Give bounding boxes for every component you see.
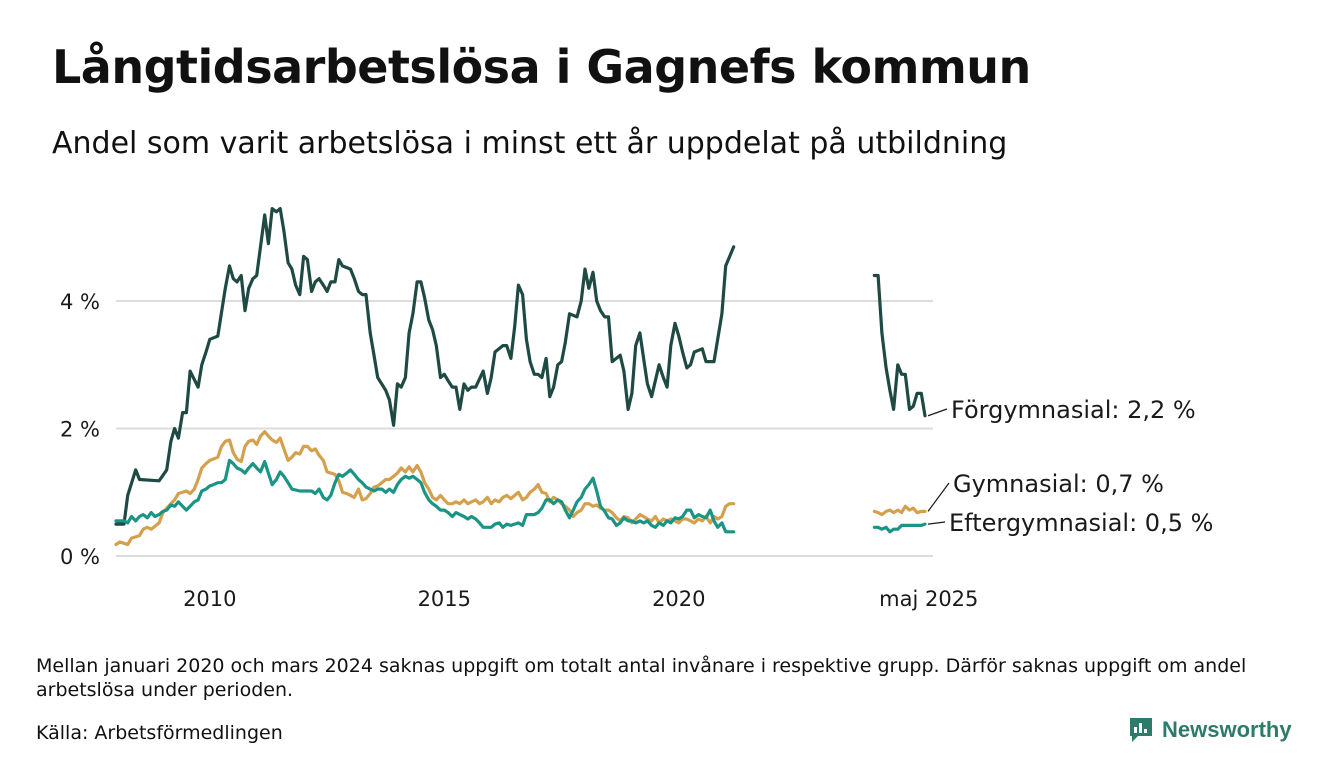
x-tick-label: 2010	[183, 587, 236, 611]
label-connector-eftergymnasial	[927, 521, 946, 525]
line-chart: Förgymnasial: 2,2 % Gymnasial: 0,7 % Efter…	[60, 207, 1213, 611]
newsworthy-logo-icon	[1130, 718, 1152, 742]
series-line-eftergymnasial-2	[872, 522, 927, 534]
label-connector-frgymnasial	[927, 408, 948, 417]
chart-title: Långtidsarbetslösa i Gagnefs kommun	[52, 40, 1031, 94]
source-note: Källa: Arbetsförmedlingen	[36, 722, 283, 744]
y-tick-label: 2 %	[60, 418, 100, 442]
x-tick-label: 2015	[418, 587, 471, 611]
brand-logo[interactable]: Newsworthy	[1128, 716, 1292, 744]
label-connector-gymnasial	[927, 482, 950, 512]
series-line-gymnasial-2	[872, 504, 927, 517]
series-label-gymnasial: Gymnasial: 0,7 %	[953, 470, 1164, 498]
axis-labels: 0 % 2 % 4 % 2010 2015 2020 maj 2025	[60, 290, 978, 611]
chart-footnote: Mellan januari 2020 och mars 2024 saknas…	[36, 655, 1247, 701]
series-lines	[114, 207, 927, 547]
chart-subtitle: Andel som varit arbetslösa i minst ett å…	[52, 126, 1008, 161]
series-label-eftergymnasial: Eftergymnasial: 0,5 %	[949, 509, 1213, 537]
series-line-frgymnasial-2	[872, 273, 927, 418]
x-tick-label: 2020	[652, 587, 705, 611]
x-tick-label: maj 2025	[879, 587, 978, 611]
series-line-gymnasial-1	[114, 430, 736, 547]
series-line-eftergymnasial-1	[114, 458, 736, 534]
y-tick-label: 0 %	[60, 545, 100, 569]
y-tick-label: 4 %	[60, 290, 100, 314]
series-end-labels: Förgymnasial: 2,2 % Gymnasial: 0,7 % Efter…	[927, 396, 1213, 537]
series-label-frgymnasial: Förgymnasial: 2,2 %	[951, 396, 1196, 424]
brand-name: Newsworthy	[1162, 717, 1292, 742]
series-line-frgymnasial-1	[114, 207, 736, 526]
